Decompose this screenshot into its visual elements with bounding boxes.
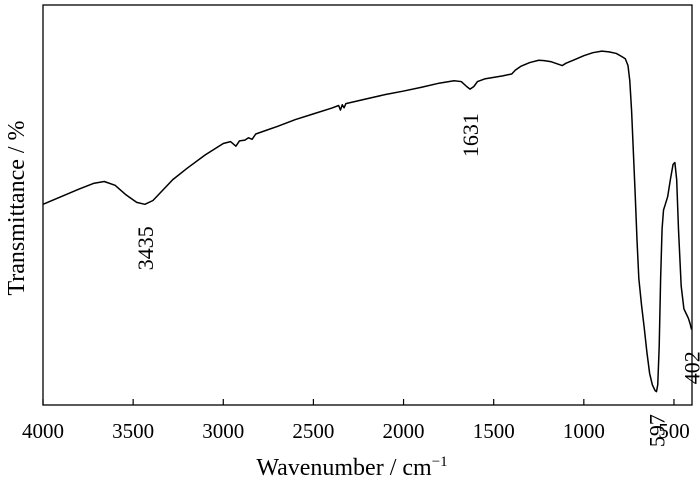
x-tick-label-4000: 4000 [22,419,64,443]
x-axis-tick-labels: 4000 3500 3000 2500 2000 1500 1000 500 [22,419,690,443]
peak-annotations: 3435 1631 597 402 [133,113,700,447]
x-tick-label-2000: 2000 [383,419,425,443]
peak-label-402: 402 [680,351,700,384]
series-line [42,50,693,393]
x-tick-label-2500: 2500 [292,419,334,443]
x-tick-label-3500: 3500 [112,419,154,443]
x-tick-label-1000: 1000 [563,419,605,443]
peak-label-1631: 1631 [458,113,483,157]
x-axis-label-superscript: −1 [432,454,448,470]
plot-frame [42,4,693,406]
x-axis-ticks [42,399,675,405]
peak-label-3435: 3435 [133,226,158,270]
x-tick-label-500: 500 [658,419,690,443]
peak-label-597: 597 [644,414,669,447]
x-axis-label: Wavenumber / cm−1 [256,454,447,481]
x-tick-label-3000: 3000 [202,419,244,443]
y-axis-label: Transmittance / % [4,120,30,295]
x-tick-label-1500: 1500 [473,419,515,443]
